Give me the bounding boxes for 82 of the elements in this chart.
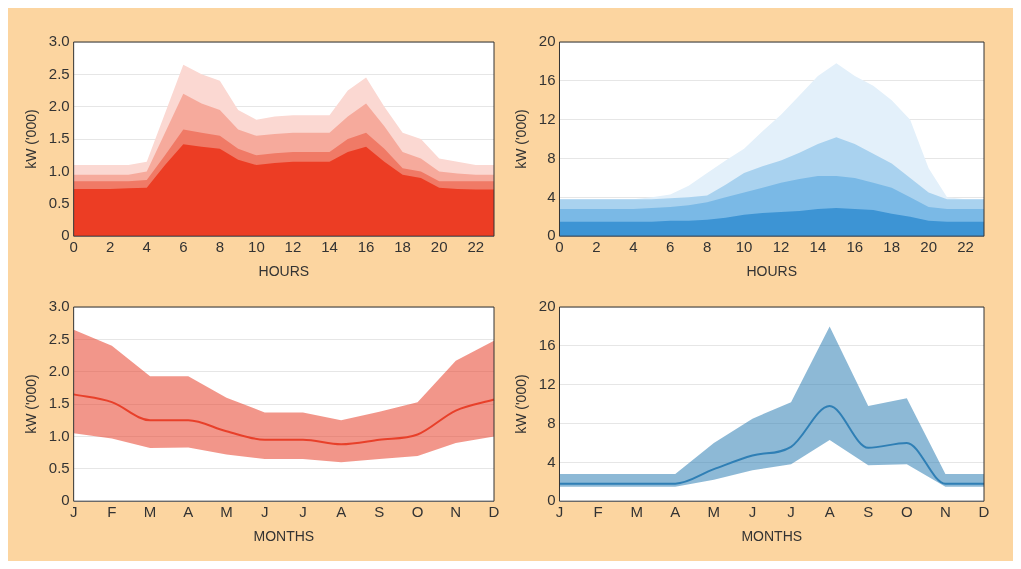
x-tick-label: S xyxy=(863,503,874,521)
y-tick-label: 1.5 xyxy=(48,394,70,412)
y-tick-label: 0.5 xyxy=(48,193,70,211)
y-axis-title: kW ('000) xyxy=(23,109,40,169)
y-tick-label: 4 xyxy=(547,452,556,470)
x-tick-label: 8 xyxy=(215,238,225,256)
x-tick-label: A xyxy=(336,503,347,521)
x-tick-label: 2 xyxy=(106,238,115,256)
y-tick-label: 12 xyxy=(538,109,556,127)
x-tick-label: J xyxy=(69,503,78,521)
x-tick-label: J xyxy=(748,503,757,521)
x-tick-label: 2 xyxy=(592,238,601,256)
x-tick-label: 4 xyxy=(629,238,638,256)
y-tick-label: 3.0 xyxy=(48,32,70,50)
line-series xyxy=(558,405,985,485)
y-tick-label: 2.0 xyxy=(48,361,70,379)
y-tick-label: 1.0 xyxy=(48,426,70,444)
y-tick-label: 0 xyxy=(547,226,556,244)
x-tick-label: 20 xyxy=(920,238,937,256)
x-tick-label: 20 xyxy=(430,238,448,256)
x-tick-label: 14 xyxy=(321,238,338,256)
y-axis-title: kW ('000) xyxy=(23,374,40,434)
x-tick-label: M xyxy=(143,503,157,521)
y-tick-label: 20 xyxy=(538,32,556,50)
x-tick-label: N xyxy=(450,503,462,521)
x-tick-label: 22 xyxy=(957,238,974,256)
x-tick-label: J xyxy=(787,503,795,521)
y-axis-title: kW ('000) xyxy=(513,374,530,434)
y-tick-label: 0 xyxy=(61,491,70,509)
x-tick-label: S xyxy=(374,503,385,521)
x-tick-label: 8 xyxy=(702,238,712,256)
y-tick-label: 12 xyxy=(538,374,556,392)
x-axis-title: HOURS xyxy=(258,263,310,280)
x-tick-label: M xyxy=(630,503,643,521)
x-tick-label: J xyxy=(555,503,564,521)
x-tick-label: 6 xyxy=(179,238,188,256)
x-tick-label: M xyxy=(220,503,233,521)
x-tick-label: 6 xyxy=(666,238,675,256)
y-tick-label: 0 xyxy=(547,491,556,509)
x-tick-label: F xyxy=(593,503,603,521)
x-tick-label: F xyxy=(107,503,117,521)
x-axis-title: MONTHS xyxy=(741,528,803,545)
x-axis-title: MONTHS xyxy=(253,528,315,545)
y-tick-label: 1.0 xyxy=(48,161,70,179)
y-tick-label: 16 xyxy=(538,335,556,353)
y-tick-label: 20 xyxy=(538,297,556,315)
y-axis-title: kW ('000) xyxy=(513,109,530,169)
x-axis-title: HOURS xyxy=(746,263,798,280)
line-series xyxy=(72,393,495,446)
x-tick-label: J xyxy=(260,503,269,521)
x-tick-label: 14 xyxy=(809,238,827,256)
x-tick-label: A xyxy=(183,503,194,521)
x-tick-label: J xyxy=(299,503,307,521)
y-tick-label: 0 xyxy=(61,226,70,244)
y-tick-label: 2.5 xyxy=(48,329,70,347)
y-tick-label: 8 xyxy=(547,148,556,166)
y-tick-label: 0.5 xyxy=(48,458,70,476)
y-tick-label: 1.5 xyxy=(48,129,70,147)
y-tick-label: 8 xyxy=(547,413,556,431)
x-tick-label: D xyxy=(978,503,990,521)
x-tick-label: 10 xyxy=(248,238,265,256)
x-tick-label: 12 xyxy=(772,238,790,256)
x-tick-label: 18 xyxy=(883,238,901,256)
x-tick-label: O xyxy=(900,503,913,521)
x-tick-label: A xyxy=(670,503,681,521)
x-tick-label: 22 xyxy=(467,238,485,256)
y-tick-label: 2.5 xyxy=(48,64,70,82)
x-tick-label: O xyxy=(411,503,424,521)
x-tick-label: 12 xyxy=(284,238,302,256)
y-tick-label: 4 xyxy=(547,187,556,205)
x-tick-label: 4 xyxy=(142,238,151,256)
y-tick-label: 16 xyxy=(538,70,556,88)
x-tick-label: M xyxy=(707,503,721,521)
x-tick-label: 16 xyxy=(846,238,864,256)
y-tick-label: 2.0 xyxy=(48,96,70,114)
x-tick-label: 18 xyxy=(394,238,411,256)
x-tick-label: D xyxy=(488,503,500,521)
x-tick-label: A xyxy=(824,503,835,521)
y-tick-label: 3.0 xyxy=(48,297,70,315)
x-tick-label: 16 xyxy=(357,238,375,256)
x-tick-label: N xyxy=(939,503,951,521)
x-tick-label: 10 xyxy=(735,238,753,256)
